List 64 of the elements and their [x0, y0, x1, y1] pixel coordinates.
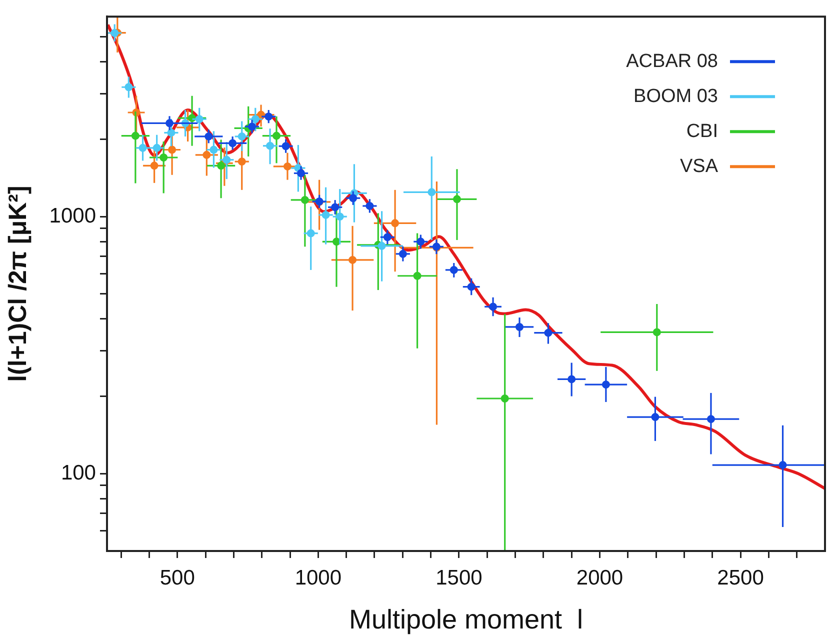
x-tick-label: 500 — [160, 566, 195, 590]
point — [500, 394, 509, 403]
point — [210, 146, 218, 154]
point — [348, 256, 357, 264]
point — [264, 112, 273, 121]
point — [452, 195, 461, 204]
legend-label: BOOM 03 — [634, 86, 718, 107]
point — [300, 196, 309, 204]
point — [124, 83, 133, 92]
point — [467, 282, 476, 291]
point — [202, 150, 211, 159]
point — [150, 162, 158, 170]
point — [138, 144, 147, 152]
point — [366, 202, 374, 210]
point — [331, 203, 340, 212]
point — [272, 132, 281, 140]
legend-label: ACBAR 08 — [626, 50, 718, 72]
point — [110, 29, 119, 38]
point — [413, 272, 422, 280]
legend-label: VSA — [680, 156, 718, 177]
point — [283, 162, 292, 170]
x-tick-label: 2500 — [717, 566, 764, 590]
point — [297, 169, 305, 178]
point — [391, 219, 400, 228]
point — [166, 119, 174, 128]
point — [336, 212, 344, 221]
point — [266, 142, 274, 150]
point — [516, 322, 524, 331]
x-tick-label: 2000 — [576, 566, 624, 590]
point — [378, 242, 386, 250]
point — [238, 132, 246, 140]
point — [349, 194, 358, 202]
point — [131, 132, 140, 140]
point — [428, 188, 436, 196]
x-axis-title: Multipole moment l — [348, 604, 584, 634]
point — [322, 210, 330, 219]
point — [489, 302, 498, 311]
x-tick-label: 1000 — [294, 566, 342, 590]
point — [251, 115, 260, 124]
point — [398, 250, 407, 258]
point — [204, 132, 213, 140]
point — [168, 146, 176, 154]
point — [450, 266, 458, 274]
point — [152, 144, 161, 152]
point — [778, 461, 787, 470]
x-tick-label: 1500 — [436, 566, 482, 590]
y-tick-label: 100 — [60, 461, 96, 484]
point — [383, 233, 392, 242]
point — [306, 229, 315, 238]
point — [652, 328, 661, 336]
y-axis-title: l(l+1)Cl /2π [μK²] — [4, 186, 32, 382]
point — [706, 415, 715, 424]
legend-label: CBI — [686, 120, 718, 142]
point — [544, 328, 552, 337]
point — [160, 154, 168, 162]
point — [282, 142, 290, 150]
point — [248, 122, 256, 131]
point — [238, 158, 246, 166]
point — [651, 413, 660, 422]
point — [195, 115, 204, 124]
point — [568, 375, 576, 384]
point — [228, 139, 237, 148]
point — [167, 128, 176, 137]
point — [602, 380, 610, 389]
